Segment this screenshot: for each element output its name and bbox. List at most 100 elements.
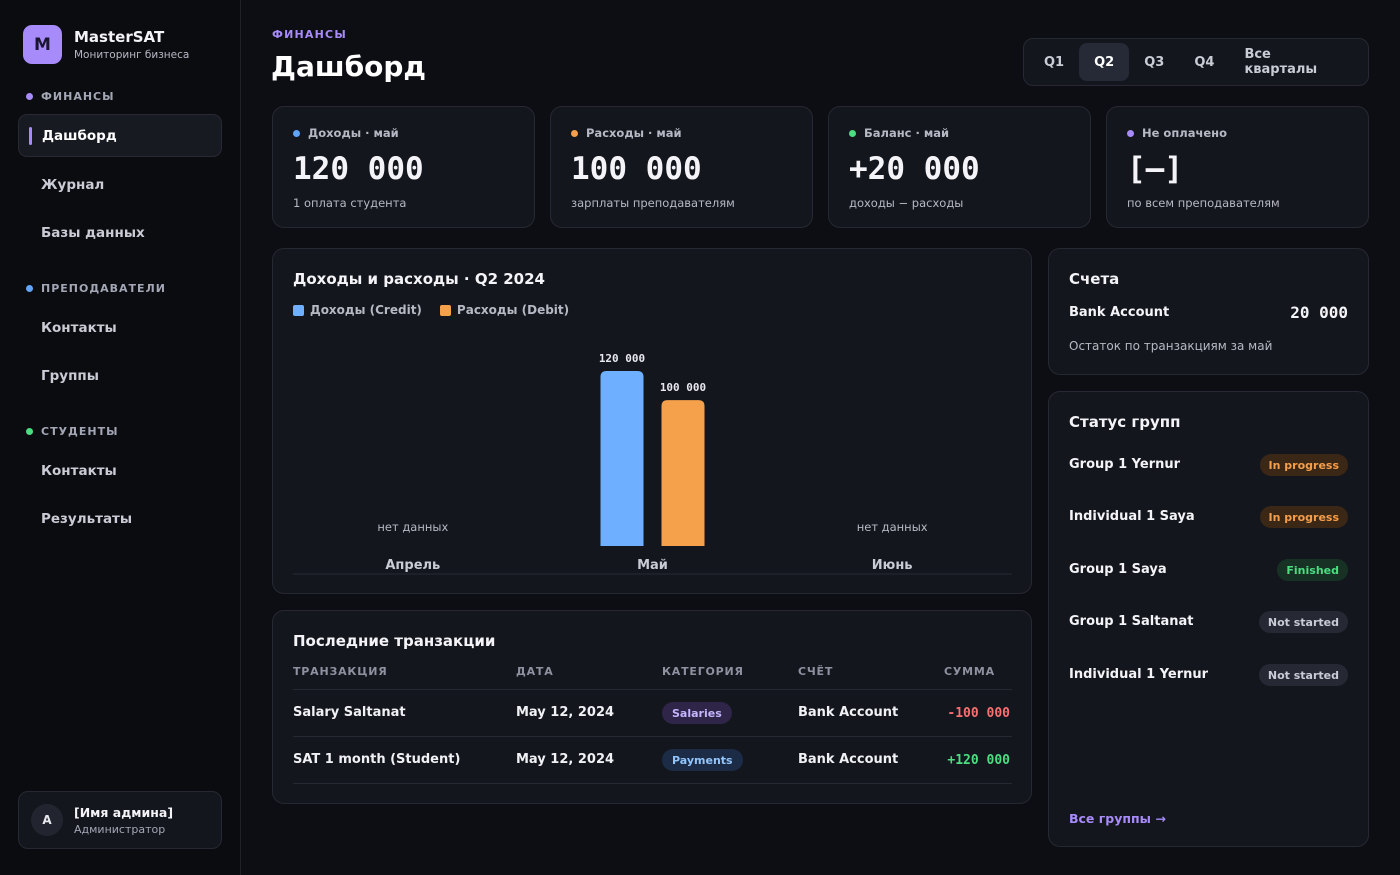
data-label: 100 000 (660, 381, 706, 394)
transaction-date: May 12, 2024 (516, 752, 615, 767)
section-dot-icon (26, 93, 33, 100)
group-name[interactable]: Individual 1 Yernur (1069, 667, 1209, 682)
user-role: Администратор (74, 822, 166, 836)
quarter-q4-button[interactable]: Q4 (1194, 54, 1215, 70)
kpi-label: Расходы · май (571, 126, 682, 140)
kpi-subtitle: доходы − расходы (849, 196, 964, 210)
x-tick-label: Апрель (385, 558, 440, 573)
table-divider (293, 689, 1012, 690)
quarter-q1-button[interactable]: Q1 (1044, 54, 1065, 70)
legend-swatch-icon (293, 304, 304, 316)
transaction-amount: -100 000 (947, 706, 1010, 721)
account-name[interactable]: Bank Account (1069, 305, 1170, 320)
status-dot-icon (849, 129, 856, 137)
column-header-date[interactable]: ДАТА (516, 665, 554, 678)
kpi-unpaid-card: Не оплачено [—] по всем преподавателям (1106, 106, 1369, 228)
chart-bar-income (600, 371, 644, 546)
kpi-label: Баланс · май (849, 126, 949, 140)
kpi-expenses-card: Расходы · май 100 000 зарплаты преподава… (550, 106, 813, 228)
group-status-card: Статус групп Group 1 Yernur In progress … (1048, 391, 1369, 847)
kpi-value: 120 000 (293, 151, 424, 187)
category-badge: Payments (662, 749, 743, 771)
sidebar-item-results[interactable]: Результаты (41, 510, 133, 527)
x-tick-label: Июнь (872, 558, 913, 573)
quarter-q2-button[interactable]: Q2 (1079, 43, 1130, 81)
sidebar-item-groups[interactable]: Группы (41, 367, 99, 384)
kpi-value: 100 000 (571, 151, 702, 187)
status-badge: In progress (1259, 454, 1348, 476)
column-header-category[interactable]: КАТЕГОРИЯ (662, 665, 744, 678)
transaction-date: May 12, 2024 (516, 705, 615, 720)
user-name: [Имя админа] (74, 804, 174, 820)
transaction-amount: +120 000 (947, 753, 1010, 768)
brand[interactable]: M MasterSAT Мониторинг бизнеса (23, 25, 189, 64)
sidebar-item-dashboard[interactable]: Дашборд (18, 114, 222, 157)
kpi-income-card: Доходы · май 120 000 1 оплата студента (272, 106, 535, 228)
kpi-subtitle: по всем преподавателям (1127, 196, 1280, 210)
section-finance-title: ФИНАНСЫ (26, 90, 115, 103)
status-dot-icon (1127, 129, 1134, 137)
sidebar: M MasterSAT Мониторинг бизнеса ФИНАНСЫ Д… (0, 0, 241, 875)
kpi-label: Не оплачено (1127, 126, 1227, 140)
quarter-q3-button[interactable]: Q3 (1144, 54, 1165, 70)
status-badge: Not started (1258, 611, 1348, 633)
page-eyebrow: ФИНАНСЫ (272, 28, 347, 41)
page-title: Дашборд (271, 50, 427, 83)
sidebar-item-databases[interactable]: Базы данных (41, 224, 145, 241)
chart-bar-expenses (661, 400, 705, 546)
avatar: A (31, 804, 63, 836)
transaction-name: SAT 1 month (Student) (293, 752, 461, 767)
column-header-account[interactable]: СЧЁТ (798, 665, 834, 678)
kpi-balance-card: Баланс · май +20 000 доходы − расходы (828, 106, 1091, 228)
status-badge: Finished (1277, 559, 1348, 581)
sidebar-item-student-contacts[interactable]: Контакты (41, 462, 117, 479)
column-header-transaction[interactable]: ТРАНЗАКЦИЯ (293, 665, 388, 678)
brand-subtitle: Мониторинг бизнеса (74, 49, 190, 61)
quarter-selector: Q1 Q2 Q3 Q4 Все кварталы (1023, 38, 1369, 86)
legend-swatch-icon (439, 304, 451, 316)
chart-title: Доходы и расходы · Q2 2024 (293, 270, 545, 288)
section-dot-icon (26, 285, 33, 292)
column-header-amount[interactable]: СУММА (944, 665, 995, 678)
group-name[interactable]: Group 1 Yernur (1069, 457, 1181, 472)
transactions-card: Последние транзакции ТРАНЗАКЦИЯ ДАТА КАТ… (272, 610, 1032, 804)
accounts-title: Счета (1069, 270, 1120, 288)
data-label: 120 000 (599, 352, 645, 365)
transaction-account: Bank Account (798, 752, 899, 767)
empty-data-label: нет данных (857, 520, 928, 534)
kpi-label: Доходы · май (293, 126, 399, 140)
kpi-value: [—] (1127, 151, 1183, 187)
transaction-name: Salary Saltanat (293, 705, 406, 720)
account-subtitle: Остаток по транзакциям за май (1069, 339, 1273, 353)
all-groups-link[interactable]: Все группы → (1069, 811, 1166, 826)
section-dot-icon (26, 428, 33, 435)
section-students-title: СТУДЕНТЫ (26, 425, 118, 438)
brand-name: MasterSAT (74, 28, 165, 46)
x-tick-label: Май (637, 558, 668, 573)
chart-legend: Доходы (Credit) Расходы (Debit) (293, 303, 587, 317)
accounts-card: Счета Bank Account 20 000 Остаток по тра… (1048, 248, 1369, 375)
empty-data-label: нет данных (377, 520, 448, 534)
kpi-value: +20 000 (849, 151, 980, 187)
status-badge: Not started (1258, 664, 1348, 686)
table-divider (293, 783, 1012, 784)
status-dot-icon (293, 129, 300, 137)
section-teachers-title: ПРЕПОДАВАТЕЛИ (26, 282, 166, 295)
group-name[interactable]: Group 1 Saltanat (1069, 614, 1194, 629)
account-balance: 20 000 (1290, 303, 1348, 322)
sidebar-item-journal[interactable]: Журнал (41, 176, 105, 193)
table-divider (293, 736, 1012, 737)
user-card[interactable]: A [Имя админа] Администратор (18, 791, 222, 849)
legend-item-income: Доходы (Credit) (293, 303, 422, 317)
status-badge: In progress (1259, 506, 1348, 528)
transaction-account: Bank Account (798, 705, 899, 720)
brand-logo: M (23, 25, 62, 64)
income-expense-chart-card: Доходы и расходы · Q2 2024 Доходы (Credi… (272, 248, 1032, 594)
kpi-subtitle: 1 оплата студента (293, 196, 407, 210)
group-status-title: Статус групп (1069, 413, 1181, 431)
group-name[interactable]: Group 1 Saya (1069, 562, 1167, 577)
quarter-all-button[interactable]: Все кварталы (1244, 47, 1318, 77)
group-name[interactable]: Individual 1 Saya (1069, 509, 1195, 524)
sidebar-item-teacher-contacts[interactable]: Контакты (41, 319, 117, 336)
status-dot-icon (571, 129, 578, 137)
